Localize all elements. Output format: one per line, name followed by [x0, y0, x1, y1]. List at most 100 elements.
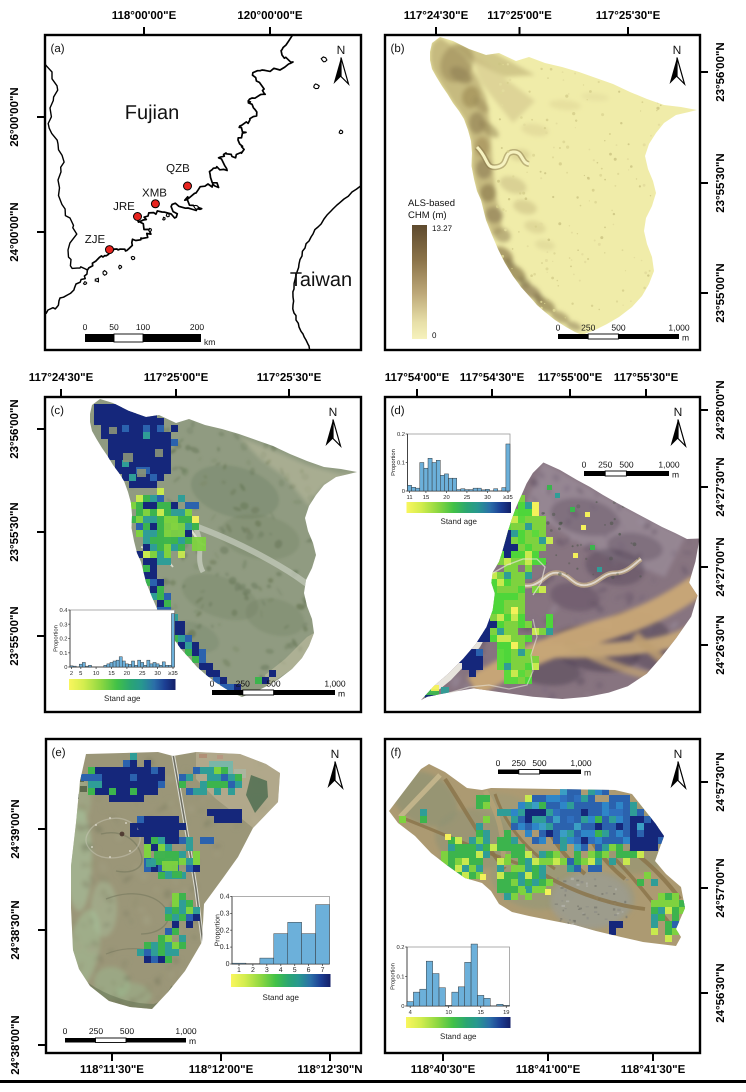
svg-text:(d): (d)	[391, 405, 405, 417]
svg-text:200: 200	[190, 322, 204, 332]
svg-text:23°55'00"N: 23°55'00"N	[715, 263, 727, 322]
svg-text:ALS-based: ALS-based	[408, 198, 455, 209]
svg-text:2: 2	[251, 967, 255, 974]
svg-text:0: 0	[556, 323, 561, 333]
svg-text:0: 0	[210, 679, 215, 689]
svg-text:250: 250	[236, 679, 250, 689]
svg-text:117°55'30"E: 117°55'30"E	[614, 372, 679, 384]
svg-text:24°38'00"N: 24°38'00"N	[10, 1015, 22, 1074]
svg-text:10: 10	[445, 1009, 451, 1016]
svg-text:CHM (m): CHM (m)	[408, 210, 447, 221]
svg-text:24°57'30"N: 24°57'30"N	[715, 752, 727, 811]
svg-text:13.27: 13.27	[432, 224, 453, 233]
svg-text:0: 0	[496, 758, 501, 768]
svg-text:Stand age: Stand age	[104, 694, 141, 703]
svg-text:(e): (e)	[52, 747, 66, 759]
svg-text:24°27'30"N: 24°27'30"N	[715, 457, 727, 516]
svg-text:25: 25	[139, 670, 145, 677]
svg-text:0: 0	[63, 1026, 68, 1036]
svg-text:15: 15	[477, 1010, 483, 1016]
svg-text:15: 15	[423, 495, 429, 501]
svg-text:4: 4	[409, 1010, 413, 1016]
svg-text:1,000: 1,000	[668, 323, 690, 333]
svg-text:1,000: 1,000	[324, 679, 346, 689]
svg-text:118°40'30"E: 118°40'30"E	[411, 1064, 476, 1076]
svg-text:118°00'00"E: 118°00'00"E	[112, 10, 177, 22]
svg-text:23°55'00"N: 23°55'00"N	[9, 606, 21, 665]
svg-text:117°54'30"E: 117°54'30"E	[460, 372, 525, 384]
svg-text:118°41'00"E: 118°41'00"E	[516, 1064, 581, 1076]
svg-text:(c): (c)	[51, 405, 65, 417]
svg-text:2: 2	[70, 670, 73, 677]
svg-text:JRE: JRE	[113, 201, 135, 213]
svg-text:N: N	[674, 747, 683, 761]
svg-text:250: 250	[89, 1026, 103, 1036]
svg-text:11: 11	[407, 495, 413, 501]
svg-text:118°12'00"E: 118°12'00"E	[189, 1064, 254, 1076]
svg-text:N: N	[673, 43, 682, 57]
svg-text:4: 4	[279, 967, 283, 974]
svg-text:117°25'00"E: 117°25'00"E	[487, 10, 552, 22]
svg-text:Proportion: Proportion	[53, 625, 60, 652]
svg-text:117°25'00"E: 117°25'00"E	[144, 372, 209, 384]
svg-text:(a): (a)	[51, 43, 65, 55]
svg-text:24°56'30"N: 24°56'30"N	[715, 963, 727, 1022]
svg-text:m: m	[189, 1036, 196, 1046]
svg-text:24°27'00"N: 24°27'00"N	[715, 537, 727, 596]
svg-text:0.1: 0.1	[396, 974, 404, 981]
svg-text:0: 0	[432, 331, 437, 340]
svg-text:0.2: 0.2	[220, 927, 230, 934]
svg-text:118°11'30"E: 118°11'30"E	[80, 1064, 144, 1076]
svg-text:QZB: QZB	[166, 163, 190, 175]
svg-text:7: 7	[321, 967, 325, 974]
svg-text:Stand age: Stand age	[441, 517, 478, 526]
svg-text:24°57'00"N: 24°57'00"N	[715, 858, 727, 917]
svg-text:118°12'30"N: 118°12'30"N	[297, 1064, 362, 1076]
svg-text:0: 0	[582, 460, 587, 470]
svg-text:0.3: 0.3	[59, 621, 67, 628]
svg-text:19: 19	[503, 1009, 509, 1016]
svg-text:Proportion: Proportion	[390, 963, 397, 990]
svg-text:1: 1	[237, 967, 241, 974]
svg-text:250: 250	[512, 758, 526, 768]
svg-text:0: 0	[402, 488, 405, 495]
svg-text:Stand age: Stand age	[440, 1032, 477, 1041]
svg-text:100: 100	[136, 322, 150, 332]
svg-text:23°55'30"N: 23°55'30"N	[715, 153, 727, 212]
svg-text:0: 0	[401, 1003, 404, 1010]
svg-text:30: 30	[154, 670, 160, 677]
svg-text:0.2: 0.2	[397, 431, 405, 438]
svg-text:1,000: 1,000	[175, 1026, 197, 1036]
svg-text:24°38'30"N: 24°38'30"N	[10, 900, 22, 959]
svg-text:500: 500	[532, 758, 546, 768]
svg-text:23°55'30"N: 23°55'30"N	[9, 502, 21, 561]
svg-text:m: m	[338, 689, 345, 699]
svg-text:118°41'30"E: 118°41'30"E	[621, 1064, 686, 1076]
svg-text:20: 20	[443, 494, 449, 501]
svg-text:Proportion: Proportion	[214, 914, 222, 946]
svg-text:m: m	[584, 768, 591, 778]
svg-text:500: 500	[266, 679, 280, 689]
svg-text:30: 30	[484, 494, 490, 501]
svg-text:m: m	[682, 333, 689, 343]
svg-text:ZJE: ZJE	[85, 234, 106, 246]
svg-text:0.3: 0.3	[220, 910, 230, 917]
svg-text:23°56'00"N: 23°56'00"N	[9, 399, 21, 458]
svg-text:117°25'30"E: 117°25'30"E	[257, 372, 322, 384]
svg-text:23°56'00"N: 23°56'00"N	[715, 42, 727, 101]
svg-text:117°25'30"E: 117°25'30"E	[596, 10, 661, 22]
svg-text:N: N	[331, 747, 340, 761]
svg-text:6: 6	[307, 967, 311, 974]
svg-text:25: 25	[464, 494, 470, 501]
svg-text:24°28'00"N: 24°28'00"N	[715, 380, 727, 439]
svg-text:5: 5	[79, 671, 82, 677]
svg-text:0.1: 0.1	[397, 460, 405, 467]
svg-text:N: N	[337, 43, 346, 57]
svg-text:5: 5	[293, 967, 297, 974]
svg-text:20: 20	[124, 670, 130, 677]
svg-text:Taiwan: Taiwan	[290, 269, 352, 291]
svg-text:500: 500	[611, 323, 625, 333]
svg-text:24°39'00"N: 24°39'00"N	[10, 799, 22, 858]
svg-text:≥35: ≥35	[503, 494, 513, 501]
svg-text:24°26'30"N: 24°26'30"N	[715, 615, 727, 674]
